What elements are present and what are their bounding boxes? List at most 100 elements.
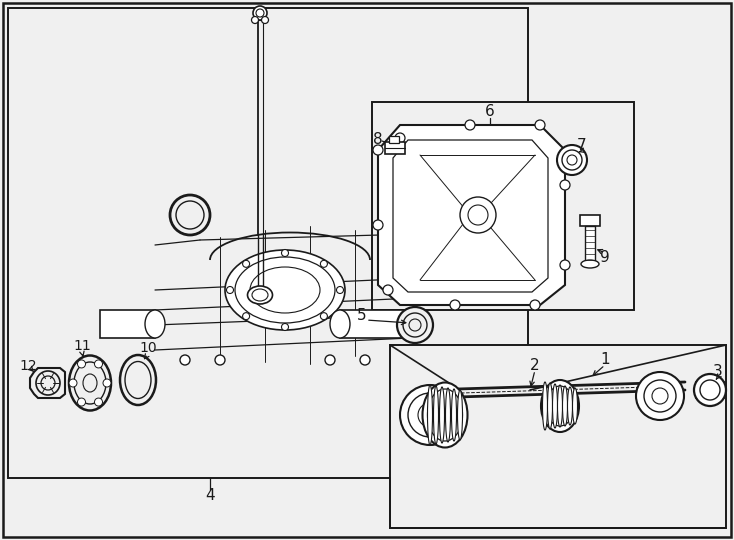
Text: 12: 12 [19, 359, 37, 373]
Circle shape [320, 313, 327, 320]
Ellipse shape [553, 384, 558, 428]
Bar [8, 8, 528, 478]
Circle shape [95, 398, 103, 406]
Circle shape [557, 145, 587, 175]
Ellipse shape [541, 380, 579, 432]
Circle shape [397, 307, 433, 343]
Ellipse shape [562, 386, 567, 426]
Circle shape [95, 360, 103, 368]
Ellipse shape [125, 361, 151, 399]
Circle shape [69, 379, 77, 387]
Circle shape [78, 398, 85, 406]
Circle shape [243, 313, 250, 320]
Ellipse shape [247, 286, 272, 304]
Ellipse shape [235, 257, 335, 323]
Polygon shape [378, 125, 565, 305]
Circle shape [465, 120, 475, 130]
Ellipse shape [440, 387, 445, 443]
Circle shape [227, 287, 233, 294]
Polygon shape [30, 368, 65, 398]
Bar [580, 215, 600, 226]
Circle shape [418, 403, 442, 427]
Ellipse shape [567, 387, 573, 425]
Text: 11: 11 [73, 339, 91, 353]
Circle shape [652, 388, 668, 404]
Circle shape [395, 133, 405, 143]
Text: 6: 6 [485, 105, 495, 119]
Circle shape [560, 180, 570, 190]
Circle shape [383, 285, 393, 295]
Ellipse shape [546, 386, 574, 426]
Circle shape [403, 313, 427, 337]
Circle shape [636, 372, 684, 420]
Ellipse shape [83, 374, 97, 392]
Circle shape [256, 9, 264, 17]
Circle shape [180, 355, 190, 365]
Ellipse shape [542, 382, 548, 430]
Circle shape [408, 393, 452, 437]
Bar [372, 102, 634, 310]
Circle shape [450, 300, 460, 310]
Circle shape [460, 197, 496, 233]
Bar [390, 345, 726, 528]
Text: 5: 5 [357, 308, 367, 323]
Circle shape [336, 287, 344, 294]
Ellipse shape [451, 389, 457, 441]
Ellipse shape [434, 386, 438, 444]
Circle shape [567, 155, 577, 165]
Circle shape [409, 319, 421, 331]
Text: 3: 3 [713, 364, 723, 380]
Bar [389, 136, 399, 143]
Bar [385, 142, 405, 154]
Ellipse shape [548, 383, 553, 429]
Ellipse shape [250, 267, 320, 313]
Circle shape [243, 260, 250, 267]
Circle shape [360, 355, 370, 365]
Circle shape [700, 380, 720, 400]
Ellipse shape [423, 382, 468, 448]
Text: 1: 1 [600, 353, 610, 368]
Ellipse shape [69, 355, 111, 410]
Ellipse shape [74, 362, 106, 404]
Polygon shape [392, 347, 724, 527]
Circle shape [282, 249, 288, 256]
Polygon shape [696, 374, 724, 406]
Ellipse shape [330, 310, 350, 338]
Text: 2: 2 [530, 357, 539, 373]
Circle shape [103, 379, 111, 387]
Circle shape [468, 205, 488, 225]
Circle shape [560, 260, 570, 270]
Circle shape [261, 17, 269, 24]
Bar [100, 310, 155, 338]
Text: 8: 8 [373, 132, 383, 147]
Ellipse shape [581, 260, 599, 268]
Polygon shape [393, 140, 548, 292]
Ellipse shape [457, 390, 462, 440]
Circle shape [325, 355, 335, 365]
Circle shape [253, 6, 267, 20]
Circle shape [252, 17, 258, 24]
Circle shape [176, 201, 204, 229]
Polygon shape [142, 222, 420, 365]
Circle shape [694, 374, 726, 406]
Circle shape [36, 371, 60, 395]
Ellipse shape [558, 385, 562, 427]
Circle shape [400, 385, 460, 445]
Circle shape [530, 300, 540, 310]
Text: 9: 9 [600, 251, 610, 266]
Circle shape [373, 220, 383, 230]
Circle shape [373, 145, 383, 155]
Ellipse shape [427, 385, 432, 445]
Circle shape [41, 376, 55, 390]
Text: 7: 7 [577, 138, 586, 153]
Circle shape [78, 360, 85, 368]
Ellipse shape [120, 355, 156, 405]
Ellipse shape [145, 310, 165, 338]
Circle shape [170, 195, 210, 235]
Circle shape [215, 355, 225, 365]
Ellipse shape [427, 389, 462, 441]
Text: 4: 4 [206, 489, 215, 503]
Ellipse shape [573, 388, 578, 424]
Ellipse shape [446, 388, 451, 442]
Circle shape [535, 120, 545, 130]
